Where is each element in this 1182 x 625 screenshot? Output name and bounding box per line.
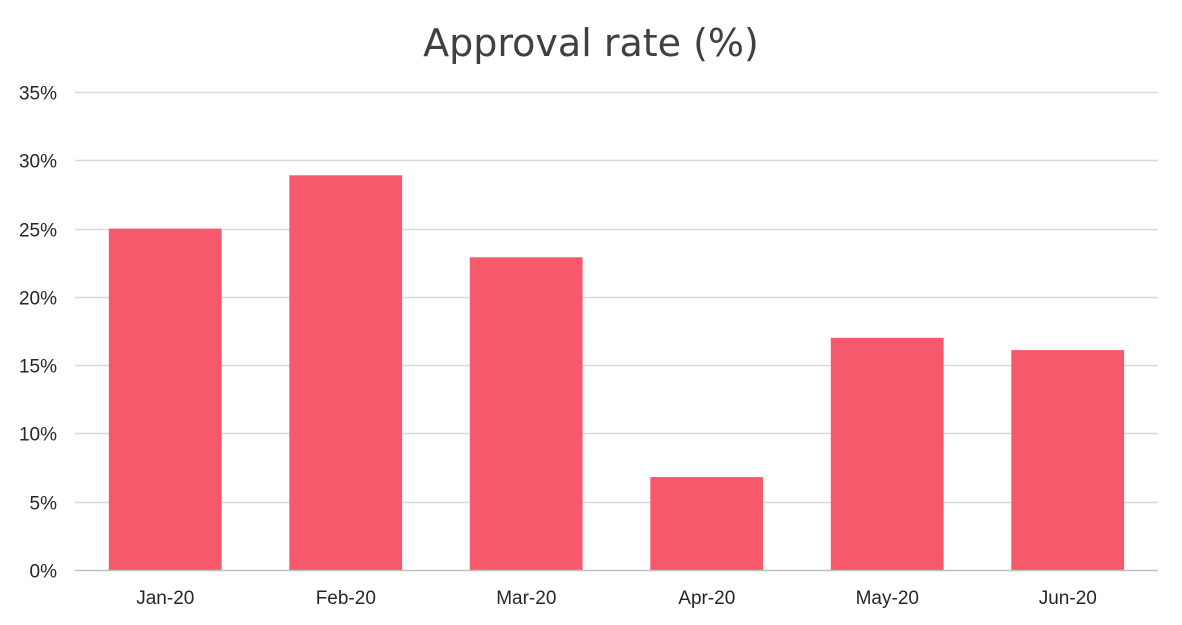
x-tick-label: Jun-20 — [1039, 588, 1097, 609]
bar-mar-20 — [469, 257, 583, 570]
gridlines — [75, 91, 1158, 504]
x-tick-label: Feb-20 — [316, 588, 376, 609]
bar-jan-20 — [108, 228, 222, 570]
x-tick-label: Jan-20 — [136, 588, 194, 609]
bars — [108, 175, 1125, 571]
y-tick-label: 0% — [30, 562, 58, 583]
bar-jun-20 — [1011, 350, 1125, 570]
x-tick-label: Mar-20 — [496, 588, 556, 609]
y-tick-label: 30% — [19, 152, 57, 173]
chart-title: Approval rate (%) — [423, 21, 759, 65]
x-tick-label: May-20 — [856, 588, 919, 609]
bar-feb-20 — [289, 175, 403, 571]
y-tick-label: 15% — [19, 357, 57, 378]
y-axis-tick-labels: 0% 5% 10% 15% 20% 25% 30% 35% — [19, 84, 57, 583]
y-tick-label: 25% — [19, 221, 57, 242]
bar-may-20 — [830, 337, 944, 570]
x-tick-label: Apr-20 — [678, 588, 735, 609]
y-tick-label: 20% — [19, 289, 57, 310]
x-axis-tick-labels: Jan-20 Feb-20 Mar-20 Apr-20 May-20 Jun-20 — [136, 588, 1097, 609]
y-tick-label: 5% — [30, 494, 58, 515]
bar-apr-20 — [650, 477, 764, 570]
y-tick-label: 10% — [19, 425, 57, 446]
y-tick-label: 35% — [19, 84, 57, 105]
